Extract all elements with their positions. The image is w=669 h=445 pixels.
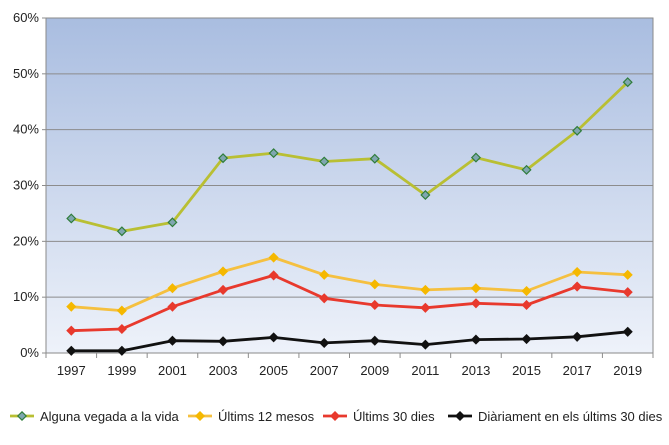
data-point (116, 345, 127, 356)
legend-item: Alguna vegada a la vida (10, 409, 180, 424)
data-point (167, 217, 178, 228)
series-1 (66, 252, 633, 316)
data-point (470, 298, 482, 309)
x-tick-label: 2011 (411, 363, 439, 378)
data-point (470, 152, 482, 163)
legend-label: Últims 12 mesos (218, 409, 315, 424)
x-tick-label: 2017 (563, 363, 592, 378)
legend: Alguna vegada a la vida Últims 12 mesos Úl… (10, 409, 663, 424)
series-group (66, 77, 633, 356)
x-tick-label: 1999 (107, 363, 136, 378)
data-point (572, 266, 583, 278)
x-tick-label: 2013 (461, 363, 490, 378)
series-line (70, 81, 629, 233)
data-point (319, 156, 330, 167)
data-point (521, 285, 532, 297)
y-tick-label: 50% (13, 66, 39, 81)
data-point (572, 281, 583, 292)
y-tick-label: 40% (13, 122, 39, 137)
data-point (268, 252, 279, 263)
y-tick-label: 30% (13, 178, 39, 193)
data-point (470, 283, 482, 294)
x-tick-label: 1997 (57, 363, 86, 378)
series-line (71, 273, 628, 333)
legend-marker (194, 410, 206, 422)
data-point (319, 269, 330, 280)
x-axis: 1997 1999 2001 2003 2005 2007 2009 2011 2013 2015… (45, 353, 654, 378)
legend-item: Últims 12 mesos (188, 409, 315, 424)
data-point (420, 302, 431, 313)
data-point (572, 331, 583, 342)
data-point (217, 153, 229, 164)
x-tick-label: 2003 (209, 363, 238, 378)
data-point (268, 148, 279, 159)
series-line (71, 256, 628, 313)
x-tick-label: 2015 (512, 363, 541, 378)
data-point (217, 266, 229, 277)
y-axis: 0% 10% 20% 30% 40% 50% 60% (13, 10, 46, 360)
data-point (521, 164, 532, 175)
data-point (66, 301, 77, 312)
data-point (369, 335, 380, 346)
series-0 (66, 77, 633, 237)
data-point (622, 77, 633, 88)
data-point (319, 337, 330, 348)
data-point (420, 284, 431, 295)
series-3 (66, 326, 633, 356)
x-tick-label: 2005 (259, 363, 288, 378)
x-tick-label: 2009 (360, 363, 389, 378)
data-point (622, 269, 633, 280)
data-point (217, 284, 229, 295)
data-point (622, 326, 633, 337)
data-point (167, 335, 178, 346)
legend-item: Diàriament en els últims 30 dies (448, 409, 663, 424)
data-point (521, 299, 532, 311)
x-tick-label: 2001 (158, 363, 187, 378)
data-point (622, 287, 633, 298)
data-point (420, 189, 431, 201)
legend-marker (16, 410, 28, 422)
data-point (369, 299, 380, 311)
legend-label: Diàriament en els últims 30 dies (478, 409, 663, 424)
data-point (268, 332, 279, 343)
y-tick-label: 0% (20, 345, 39, 360)
data-point (116, 305, 127, 316)
y-tick-label: 60% (13, 10, 39, 25)
data-point (167, 283, 178, 294)
data-point (167, 301, 178, 312)
x-tick-label: 2007 (310, 363, 339, 378)
data-point (66, 345, 77, 356)
series-2 (66, 270, 633, 336)
data-point (470, 334, 482, 345)
data-point (268, 270, 279, 281)
legend-marker (454, 410, 466, 422)
data-point (66, 325, 77, 336)
data-point (572, 125, 583, 136)
x-tick-label: 2019 (613, 363, 642, 378)
y-tick-label: 20% (13, 233, 39, 248)
data-point (116, 323, 127, 335)
legend-label: Últims 30 dies (353, 409, 435, 424)
data-point (116, 226, 127, 237)
data-point (369, 279, 380, 290)
legend-label: Alguna vegada a la vida (40, 409, 180, 424)
legend-item: Últims 30 dies (323, 409, 435, 424)
data-point (369, 153, 380, 164)
data-point (420, 339, 431, 350)
data-point (521, 333, 532, 345)
legend-marker (329, 410, 341, 422)
data-point (217, 336, 229, 347)
data-point (319, 293, 330, 304)
y-tick-label: 10% (13, 289, 39, 304)
data-point (66, 213, 77, 224)
series-line (71, 330, 628, 353)
